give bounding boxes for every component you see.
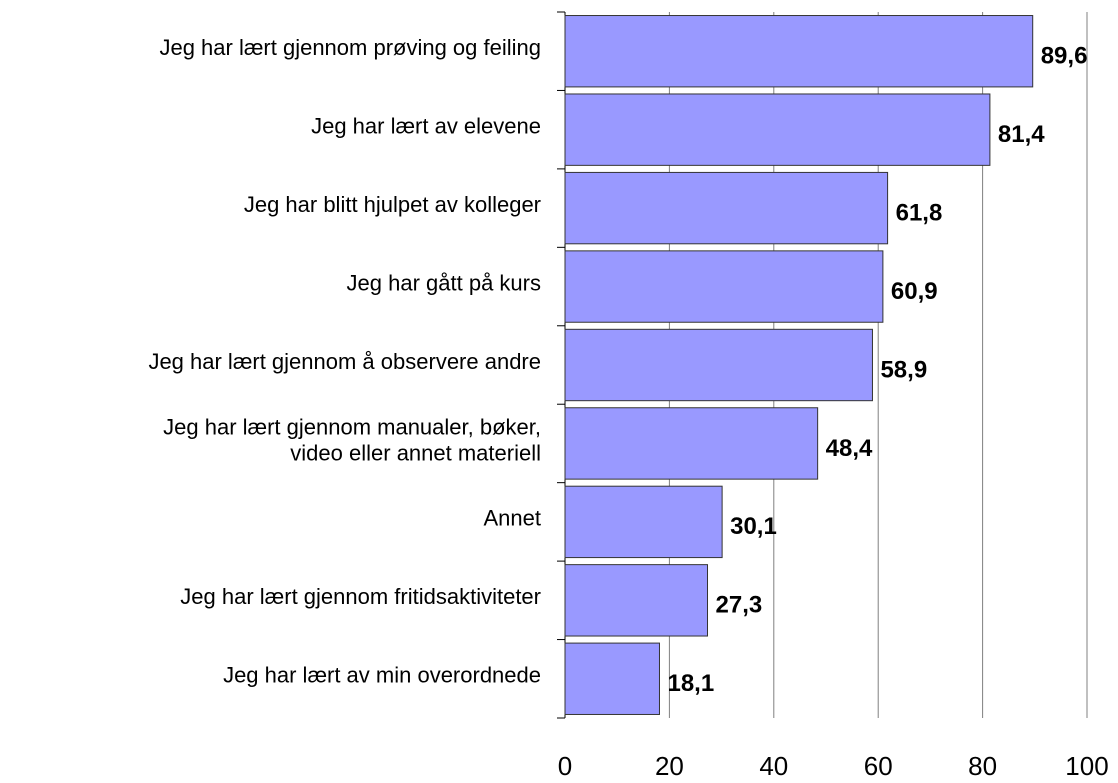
x-tick-label: 80: [968, 751, 997, 781]
bar: [564, 642, 660, 715]
bar: [564, 485, 723, 559]
y-tick-label: Jeg har lært gjennom prøving og feiling: [159, 35, 541, 60]
bar: [564, 15, 1034, 88]
y-tick-label: Jeg har lært av min overordnede: [223, 663, 541, 688]
y-tick-label: Jeg har lært av elevene: [311, 113, 541, 138]
value-label: 89,6: [1041, 43, 1088, 70]
value-label: 30,1: [730, 513, 777, 540]
x-tick-label: 60: [864, 751, 893, 781]
value-label: 18,1: [667, 670, 714, 697]
bar: [564, 250, 884, 323]
y-tick-label: Jeg har lært gjennom manualer, bøker, vid…: [163, 414, 541, 465]
y-tick-label: Annet: [484, 506, 542, 531]
value-label: 60,9: [891, 278, 938, 305]
y-tick-label: Jeg har gått på kurs: [347, 270, 541, 295]
x-tick-label: 0: [558, 751, 572, 781]
bar: [564, 564, 709, 637]
bar: [564, 93, 991, 166]
value-label: 27,3: [716, 592, 763, 619]
value-label: 81,4: [998, 121, 1045, 148]
y-tick-label: Jeg har lært gjennom fritidsaktiviteter: [180, 584, 541, 609]
y-tick-label: Jeg har blitt hjulpet av kolleger: [244, 192, 541, 217]
x-tick-label: 20: [655, 751, 684, 781]
bar: [564, 171, 889, 245]
value-label: 58,9: [880, 356, 927, 383]
x-tick-label: 100: [1065, 751, 1108, 781]
y-tick-label: Jeg har lært gjennom å observere andre: [148, 349, 541, 374]
bar: [564, 407, 819, 480]
bar: [564, 328, 873, 402]
value-label: 48,4: [826, 435, 873, 462]
x-tick-label: 40: [759, 751, 788, 781]
value-label: 61,8: [896, 199, 943, 226]
